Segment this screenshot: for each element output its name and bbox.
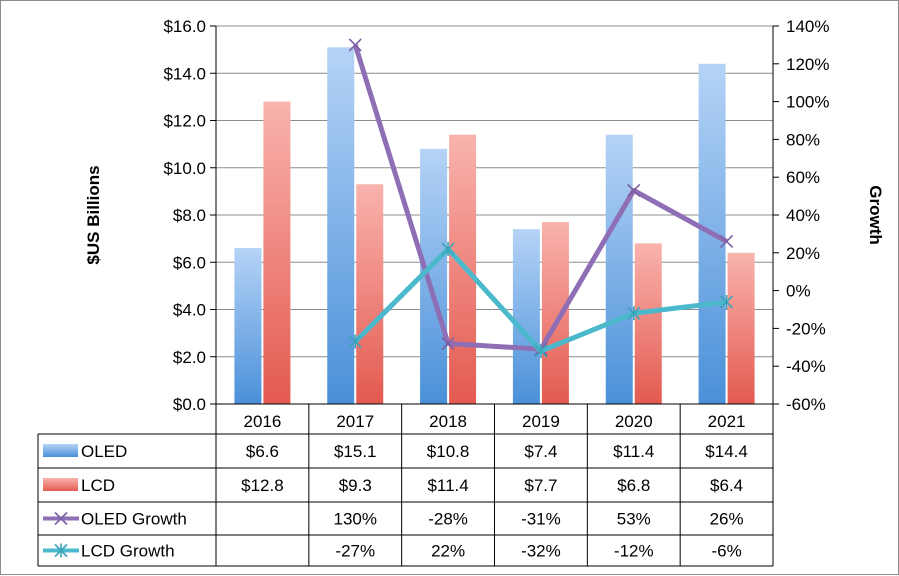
cell-lcd-2019: $7.7 [524, 476, 557, 495]
y-right-tick-label: 80% [786, 130, 820, 149]
lcd-growth-marker-2017 [348, 334, 362, 349]
legend-marker-oled-growth [54, 511, 68, 526]
y-right-axis-title: Growth [866, 185, 885, 245]
cell-oled-2018: $10.8 [427, 442, 470, 461]
cell-oled-growth-2020: 53% [617, 510, 651, 529]
cell-oled-2020: $11.4 [613, 442, 654, 461]
y-left-tick-label: $6.0 [173, 253, 206, 272]
legend-marker-lcd-growth [54, 543, 68, 558]
gridlines [216, 25, 773, 358]
cell-oled-growth-2021: 26% [710, 510, 744, 529]
y-left-tick-label: $14.0 [163, 64, 206, 83]
x-tick-label-2016: 2016 [244, 412, 282, 431]
y-right-tick-label: 140% [786, 17, 829, 36]
y-right-tick-label: -20% [786, 319, 826, 338]
lcd-growth-marker-2020 [627, 306, 641, 321]
legend-key-lcd [43, 478, 78, 491]
y-right-tick-label: 40% [786, 206, 820, 225]
bar-oled-2018 [420, 148, 448, 404]
cell-lcd-growth-2020: -12% [614, 542, 654, 561]
lcd-growth-marker-2021 [720, 294, 734, 309]
cell-lcd-growth-2018: 22% [431, 542, 465, 561]
y-left-tick-label: $2.0 [173, 348, 206, 367]
cell-oled-growth-2019: -31% [521, 510, 561, 529]
cell-oled-growth-2018: -28% [428, 510, 468, 529]
y-right-tick-label: 60% [786, 168, 820, 187]
oled-growth-marker-2021 [720, 234, 734, 249]
bar-oled-2020 [605, 134, 633, 405]
bar-lcd-2020 [634, 243, 662, 404]
x-tick-label-2018: 2018 [429, 412, 467, 431]
y-left-tick-label: $12.0 [163, 112, 206, 131]
bar-oled-2016 [234, 248, 262, 404]
y-right-tick-label: 0% [786, 282, 811, 301]
y-left-tick-label: $8.0 [173, 206, 206, 225]
oled-growth-marker-2018 [441, 336, 455, 351]
lcd-growth-marker-2019 [534, 344, 548, 359]
cell-oled-2016: $6.6 [246, 442, 279, 461]
y-left-tick-label: $0.0 [173, 395, 206, 414]
cell-lcd-2016: $12.8 [241, 476, 284, 495]
oled-growth-marker-2020 [627, 183, 641, 197]
bar-lcd-2016 [263, 101, 291, 404]
cell-oled-growth-2017: 130% [334, 510, 377, 529]
x-tick-label-2020: 2020 [615, 412, 653, 431]
cell-lcd-growth-2017: -27% [335, 542, 375, 561]
y-right-tick-label: 20% [786, 244, 820, 263]
y-left-tick-label: $16.0 [163, 17, 206, 36]
legend-label-oled: OLED [81, 442, 127, 461]
legend-key-oled [43, 444, 78, 457]
y-left-axis-title: $US Billions [84, 165, 103, 264]
y-right-tick-label: 120% [786, 55, 829, 74]
cell-oled-2017: $15.1 [334, 442, 377, 461]
bar-lcd-2017 [356, 184, 384, 404]
legend-label-lcd-growth: LCD Growth [81, 542, 175, 561]
cell-oled-2021: $14.4 [705, 442, 748, 461]
bar-oled-2019 [512, 229, 540, 404]
growth-lines [348, 38, 734, 359]
legend-label-oled-growth: OLED Growth [81, 510, 187, 529]
y-right-tick-label: -60% [786, 395, 826, 414]
legend-label-lcd: LCD [81, 476, 115, 495]
data-table: 2016 2017 2018 2019 2020 2021 OLED $6.6 $15.1 $10… [37, 404, 774, 567]
x-tick-label-2021: 2021 [708, 412, 746, 431]
y-left-tick-label: $10.0 [163, 159, 206, 178]
y-right-tick-label: 100% [786, 93, 829, 112]
bars [234, 47, 755, 405]
y-right-tick-label: -40% [786, 357, 826, 376]
bar-lcd-2021 [727, 252, 755, 404]
x-tick-label-2019: 2019 [522, 412, 560, 431]
cell-lcd-growth-2021: -6% [711, 542, 741, 561]
cell-lcd-growth-2019: -32% [521, 542, 561, 561]
cell-lcd-2017: $9.3 [339, 476, 372, 495]
lcd-growth-marker-2018 [441, 242, 455, 257]
bar-lcd-2018 [449, 134, 477, 405]
cell-oled-2019: $7.4 [524, 442, 557, 461]
cell-lcd-2018: $11.4 [427, 476, 468, 495]
y-left-tick-label: $4.0 [173, 301, 206, 320]
axes: $0.0 $2.0 $4.0 $6.0 $8.0 $10.0 $12.0 $14.0 $16.0… [84, 17, 885, 414]
bar-oled-2017 [327, 47, 355, 404]
cell-lcd-2020: $6.8 [617, 476, 650, 495]
cell-lcd-2021: $6.4 [710, 476, 743, 495]
oled-growth-line [352, 44, 728, 352]
oled-growth-marker-2017 [348, 38, 362, 52]
lcd-growth-line [353, 246, 727, 354]
x-tick-label-2017: 2017 [336, 412, 374, 431]
